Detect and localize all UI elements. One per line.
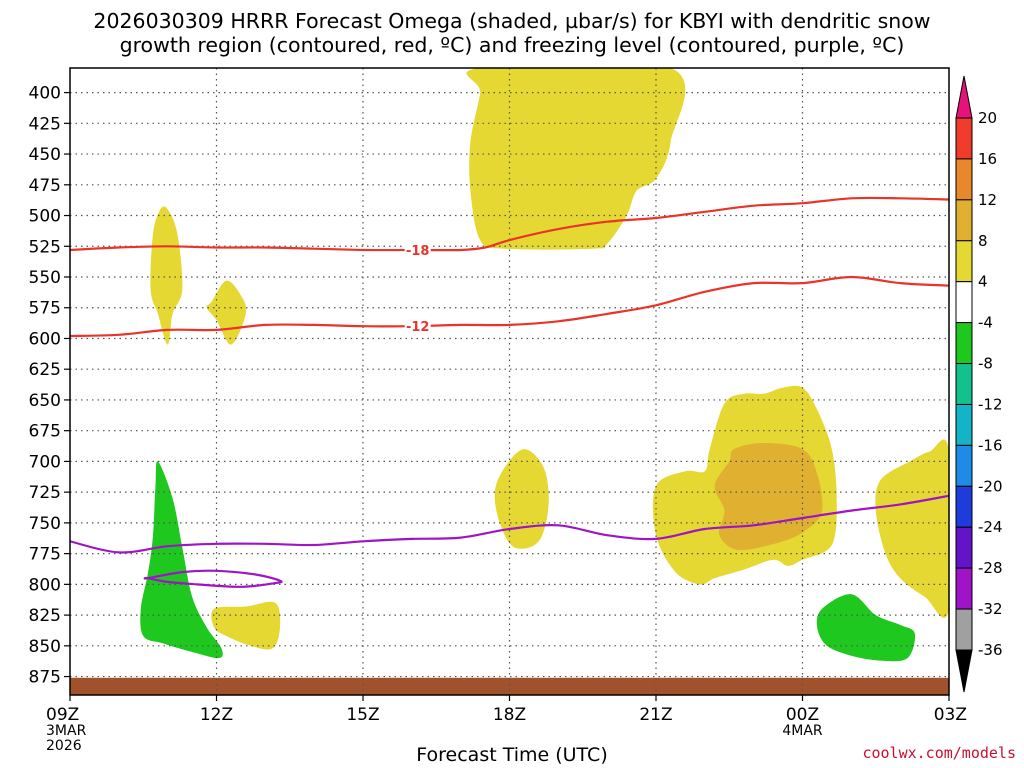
- x-tick-label-0-1: 3MAR: [46, 723, 87, 739]
- y-tick-label-825: 825: [29, 606, 61, 626]
- colorbar-label-11: -28: [978, 559, 1003, 577]
- terrain-layer: [70, 677, 949, 695]
- colorbar-band-3: [955, 240, 973, 283]
- colorbar-top-arrow: [955, 75, 973, 119]
- colorbar-label-13: -36: [978, 641, 1003, 659]
- contour-label-bg-0: [404, 241, 431, 258]
- y-tick-label-750: 750: [29, 514, 61, 534]
- colorbar-label-0: 20: [978, 109, 997, 127]
- y-tick-label-700: 700: [29, 452, 61, 472]
- y-tick-label-675: 675: [29, 422, 61, 442]
- colorbar-band-9: [955, 485, 973, 528]
- omega-region-2: [206, 280, 247, 345]
- y-tick-label-475: 475: [29, 176, 61, 196]
- x-tick-label-9-0: 18Z: [493, 705, 526, 725]
- colorbar-label-5: -4: [978, 314, 993, 332]
- colorbar-band-1: [955, 158, 973, 201]
- colorbar-band-8: [955, 444, 973, 487]
- y-tick-label-875: 875: [29, 668, 61, 688]
- x-tick-label-0-2: 2026: [46, 738, 82, 754]
- contour-2: [70, 494, 949, 554]
- y-axis: 400 425 450 475 500 525 550 575 600 625 650 675 700 7…: [29, 84, 70, 688]
- colorbar-bottom-arrow: [955, 649, 973, 693]
- y-tick-label-525: 525: [29, 237, 61, 257]
- colorbar-label-7: -12: [978, 395, 1003, 413]
- colorbar-band-7: [955, 403, 973, 446]
- y-tick-label-650: 650: [29, 391, 61, 411]
- y-tick-label-550: 550: [29, 268, 61, 288]
- colorbar-band-12: [955, 608, 973, 651]
- chart-title-line1: 2026030309 HRRR Forecast Omega (shaded, …: [93, 9, 931, 33]
- x-axis-label: Forecast Time (UTC): [416, 744, 608, 766]
- y-tick-label-800: 800: [29, 575, 61, 595]
- y-tick-label-575: 575: [29, 299, 61, 319]
- contour-label-bg-1: [404, 318, 431, 335]
- contour-1: [70, 275, 949, 338]
- y-tick-label-850: 850: [29, 637, 61, 657]
- y-tick-label-625: 625: [29, 360, 61, 380]
- omega-region-7: [211, 601, 281, 650]
- omega-shading: [140, 68, 949, 662]
- contour-3: [143, 569, 283, 588]
- contour-0: [70, 196, 949, 252]
- omega-region-3: [494, 449, 549, 549]
- colorbar-label-12: -32: [978, 600, 1003, 618]
- y-tick-label-425: 425: [29, 114, 61, 134]
- x-tick-label-15-1: 4MAR: [782, 723, 823, 739]
- colorbar-label-10: -24: [978, 518, 1003, 536]
- contour-label-0: -18: [406, 244, 430, 259]
- colorbar-band-0: [955, 117, 973, 160]
- omega-region-9: [816, 594, 916, 662]
- x-tick-label-3-0: 12Z: [200, 705, 233, 725]
- contour-lines: -18 -12: [70, 196, 949, 588]
- colorbar: 20 16 12 8 4 -4 -8 -12 -16 -20 -24 -28 -32 -36: [955, 75, 1003, 693]
- colorbar-band-6: [955, 363, 973, 405]
- colorbar-band-4: [955, 281, 973, 324]
- x-tick-label-0-0: 09Z: [46, 705, 79, 725]
- colorbar-band-10: [955, 526, 973, 569]
- omega-region-0: [466, 68, 686, 250]
- x-tick-label-6-0: 15Z: [346, 705, 379, 725]
- colorbar-label-6: -8: [978, 355, 993, 373]
- x-tick-label-18-0: 03Z: [934, 705, 967, 725]
- colorbar-band-5: [955, 322, 973, 365]
- y-tick-label-500: 500: [29, 207, 61, 227]
- x-tick-label-12-0: 21Z: [639, 705, 672, 725]
- colorbar-label-3: 8: [978, 232, 988, 250]
- terrain-fill: [70, 677, 949, 695]
- chart-title-line2: growth region (contoured, red, ºC) and f…: [119, 33, 905, 57]
- colorbar-label-2: 12: [978, 191, 997, 209]
- omega-region-6: [875, 439, 949, 618]
- x-tick-label-15-0: 00Z: [786, 705, 819, 725]
- y-tick-label-725: 725: [29, 483, 61, 503]
- colorbar-band-2: [955, 199, 973, 242]
- colorbar-label-9: -20: [978, 477, 1003, 495]
- omega-region-1: [150, 206, 183, 345]
- y-tick-label-600: 600: [29, 329, 61, 349]
- colorbar-band-11: [955, 567, 973, 610]
- y-tick-label-775: 775: [29, 545, 61, 565]
- credit-link[interactable]: coolwx.com/models: [862, 744, 1016, 762]
- y-tick-label-450: 450: [29, 145, 61, 165]
- omega-region-8: [140, 461, 223, 659]
- colorbar-label-4: 4: [978, 273, 988, 291]
- grid-lines: [70, 68, 949, 695]
- y-tick-label-400: 400: [29, 84, 61, 104]
- colorbar-label-8: -16: [978, 436, 1003, 454]
- contour-label-1: -12: [406, 320, 430, 335]
- colorbar-label-1: 16: [978, 150, 997, 168]
